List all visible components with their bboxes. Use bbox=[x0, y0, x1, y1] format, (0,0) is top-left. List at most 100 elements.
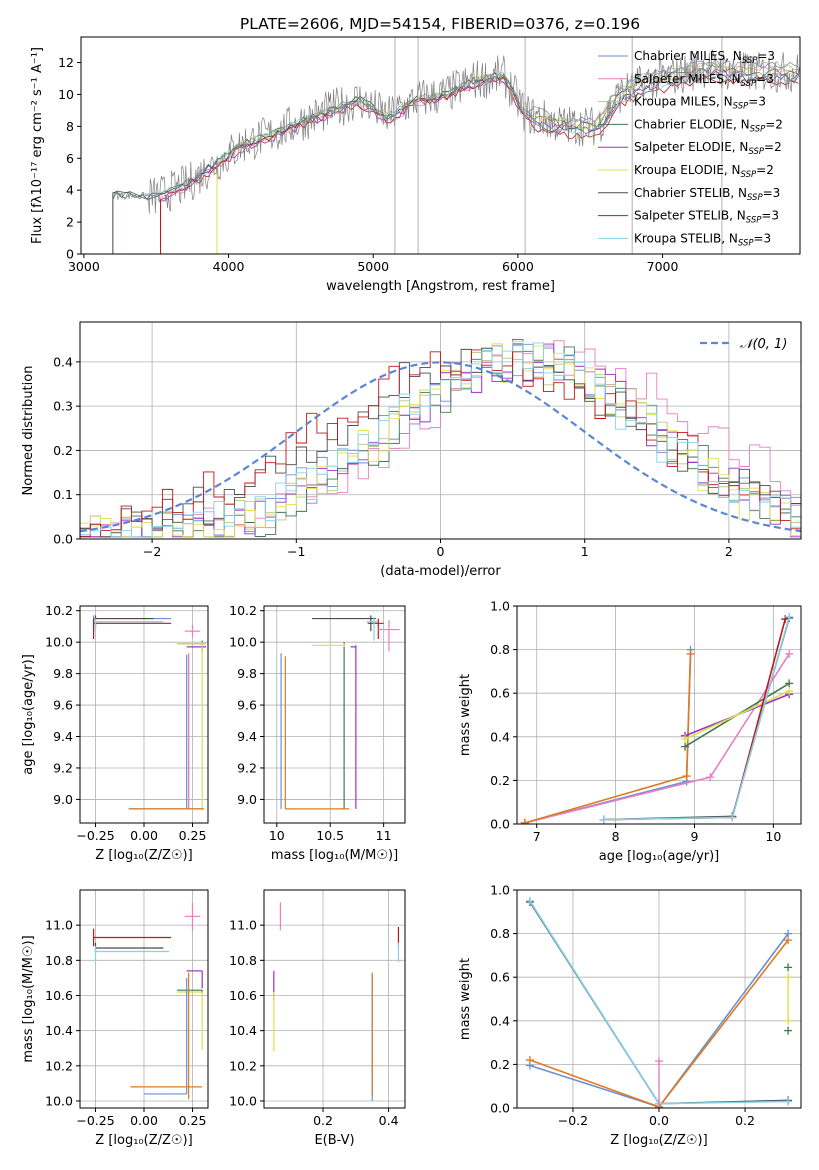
point-marker bbox=[785, 687, 794, 696]
legend-label: Chabrier ELODIE, NSSP=2 bbox=[634, 117, 783, 134]
spectrum-panel: 3000 4000 5000 6000 7000 0 2 4 6 8 10 12 wavelength … bbox=[30, 36, 801, 294]
weight_vs_age-y-axis-label: mass weight bbox=[458, 674, 473, 756]
residuals-plot-area bbox=[80, 338, 801, 538]
x-tick-label: 0.25 bbox=[179, 1113, 207, 1128]
x-tick-label: 7000 bbox=[647, 259, 679, 274]
legend-label: 𝒩(0, 1) bbox=[740, 337, 787, 352]
point-marker bbox=[785, 649, 794, 658]
model-spectrum-line bbox=[160, 68, 799, 254]
weight_vs_Z-panel: −0.2 0.0 0.2 0.0 0.2 0.4 0.6 0.8 1.0 Z [log₁₀(Z/Z… bbox=[458, 883, 802, 1148]
y-tick-label: 0.4 bbox=[490, 1013, 510, 1028]
y-tick-label: 9.2 bbox=[53, 760, 73, 775]
mass_vs_EBV-frame bbox=[263, 889, 406, 1109]
y-tick-label: 0.1 bbox=[53, 487, 73, 502]
point-marker bbox=[728, 813, 737, 822]
legend-label-text: Kroupa ELODIE, N bbox=[634, 163, 741, 177]
mass_vs_Z-x-axis-label: Z [log₁₀(Z/Z☉)] bbox=[95, 1133, 192, 1148]
legend-label-value: =3 bbox=[757, 49, 775, 63]
residual-histogram-line bbox=[80, 343, 801, 538]
x-tick-label: −2 bbox=[143, 544, 161, 559]
model-spectrum-line bbox=[216, 60, 799, 254]
age_vs_Z-x-axis-label: Z [log₁₀(Z/Z☉)] bbox=[95, 848, 192, 863]
spectrum-y-axis-label: Flux [fλ10⁻¹⁷ erg cm⁻² s⁻¹ A⁻¹] bbox=[30, 47, 45, 244]
legend-label-value: =3 bbox=[761, 209, 779, 223]
legend-subscript: SSP bbox=[746, 216, 762, 226]
mass_vs_EBV-plot-area bbox=[273, 902, 400, 1101]
x-tick-label: 11 bbox=[376, 828, 392, 843]
legend-label-text: Kroupa MILES, N bbox=[634, 95, 733, 109]
data-spectrum-line bbox=[112, 48, 800, 214]
legend-subscript: SSP bbox=[742, 56, 758, 66]
y-tick-label: 10.8 bbox=[229, 953, 257, 968]
y-tick-label: 2 bbox=[66, 215, 74, 230]
x-tick-label: 10.5 bbox=[316, 828, 344, 843]
legend-label: Chabrier STELIB, NSSP=3 bbox=[634, 186, 780, 203]
mass_vs_EBV-panel: 0.2 0.4 10.0 10.2 10.4 10.6 10.8 11.0 E(B-V) bbox=[229, 889, 406, 1148]
x-tick-label: 0 bbox=[437, 544, 445, 559]
legend-label-value: =2 bbox=[756, 163, 774, 177]
legend-label-text: Kroupa STELIB, N bbox=[634, 231, 738, 245]
y-tick-label: 0.2 bbox=[490, 773, 510, 788]
point-marker bbox=[520, 818, 529, 824]
y-tick-label: 1.0 bbox=[490, 599, 510, 614]
y-tick-label: 10.4 bbox=[229, 1023, 257, 1038]
legend-label: Salpeter MILES, NSSP=3 bbox=[634, 72, 774, 89]
point-marker bbox=[686, 649, 695, 658]
legend-subscript: SSP bbox=[741, 79, 757, 89]
legend-label-text: Chabrier STELIB, N bbox=[634, 186, 747, 200]
weight_vs_age-frame bbox=[516, 605, 802, 825]
legend-label-text: Salpeter ELODIE, N bbox=[634, 140, 748, 154]
y-tick-label: 0.2 bbox=[490, 1057, 510, 1072]
y-tick-label: 10.2 bbox=[45, 603, 73, 618]
legend-label: Salpeter STELIB, NSSP=3 bbox=[634, 209, 779, 226]
series-line bbox=[524, 649, 692, 824]
x-tick-label: 0.2 bbox=[735, 1113, 755, 1128]
x-tick-label: 7 bbox=[533, 829, 541, 844]
x-tick-label: −0.2 bbox=[558, 1113, 588, 1128]
age_vs_Z-y-axis-label: age [log₁₀(age/yr)] bbox=[21, 654, 36, 775]
y-tick-label: 0 bbox=[66, 247, 74, 262]
legend-label-value: =3 bbox=[748, 95, 766, 109]
x-tick-label: 6000 bbox=[502, 259, 534, 274]
weight_vs_Z-x-axis-label: Z [log₁₀(Z/Z☉)] bbox=[610, 1133, 707, 1148]
weight_vs_age-x-axis-label: age [log₁₀(age/yr)] bbox=[599, 849, 720, 864]
legend-label-value: =3 bbox=[763, 186, 781, 200]
x-tick-label: 0.25 bbox=[179, 828, 207, 843]
model-spectrum-line bbox=[160, 61, 799, 254]
y-tick-label: 0.2 bbox=[53, 443, 73, 458]
model-spectrum-line bbox=[160, 73, 799, 254]
legend-label: Chabrier MILES, NSSP=3 bbox=[634, 49, 775, 66]
x-tick-label: 8 bbox=[612, 829, 620, 844]
x-tick-label: −0.25 bbox=[76, 828, 114, 843]
legend-label-value: =3 bbox=[754, 231, 772, 245]
y-tick-label: 9.6 bbox=[53, 698, 73, 713]
legend-subscript: SSP bbox=[738, 238, 754, 248]
age_vs_mass-panel: 10 10.5 11 9.0 9.2 9.4 9.6 9.8 10.0 10.2 mass [log… bbox=[229, 603, 406, 863]
residuals-y-axis-label: Normed distribution bbox=[21, 366, 36, 496]
y-tick-label: 10.2 bbox=[229, 1058, 257, 1073]
y-tick-label: 0.8 bbox=[490, 642, 510, 657]
y-tick-label: 8 bbox=[66, 119, 74, 134]
weight_vs_Z-y-axis-label: mass weight bbox=[458, 958, 473, 1040]
y-tick-label: 0.3 bbox=[53, 399, 73, 414]
series-line bbox=[524, 653, 692, 824]
y-tick-label: 9.4 bbox=[237, 729, 257, 744]
legend-label-value: =2 bbox=[765, 117, 783, 131]
legend-label: Kroupa ELODIE, NSSP=2 bbox=[634, 163, 774, 180]
x-tick-label: −0.25 bbox=[76, 1113, 114, 1128]
y-tick-label: 9.2 bbox=[237, 760, 257, 775]
point-marker bbox=[706, 773, 715, 782]
age_vs_mass-x-axis-label: mass [log₁₀(M/M☉)] bbox=[271, 848, 398, 863]
x-tick-label: 0.00 bbox=[130, 1113, 158, 1128]
point-marker bbox=[525, 1056, 534, 1065]
y-tick-label: 9.8 bbox=[53, 666, 73, 681]
point-marker bbox=[785, 612, 794, 621]
y-tick-label: 10.0 bbox=[45, 1093, 73, 1108]
legend-label-text: Chabrier MILES, N bbox=[634, 49, 742, 63]
point-marker bbox=[655, 1057, 663, 1066]
y-tick-label: 10.0 bbox=[45, 635, 73, 650]
x-tick-label: 4000 bbox=[213, 259, 245, 274]
legend-label: Salpeter ELODIE, NSSP=2 bbox=[634, 140, 782, 157]
y-tick-label: 9.8 bbox=[237, 666, 257, 681]
